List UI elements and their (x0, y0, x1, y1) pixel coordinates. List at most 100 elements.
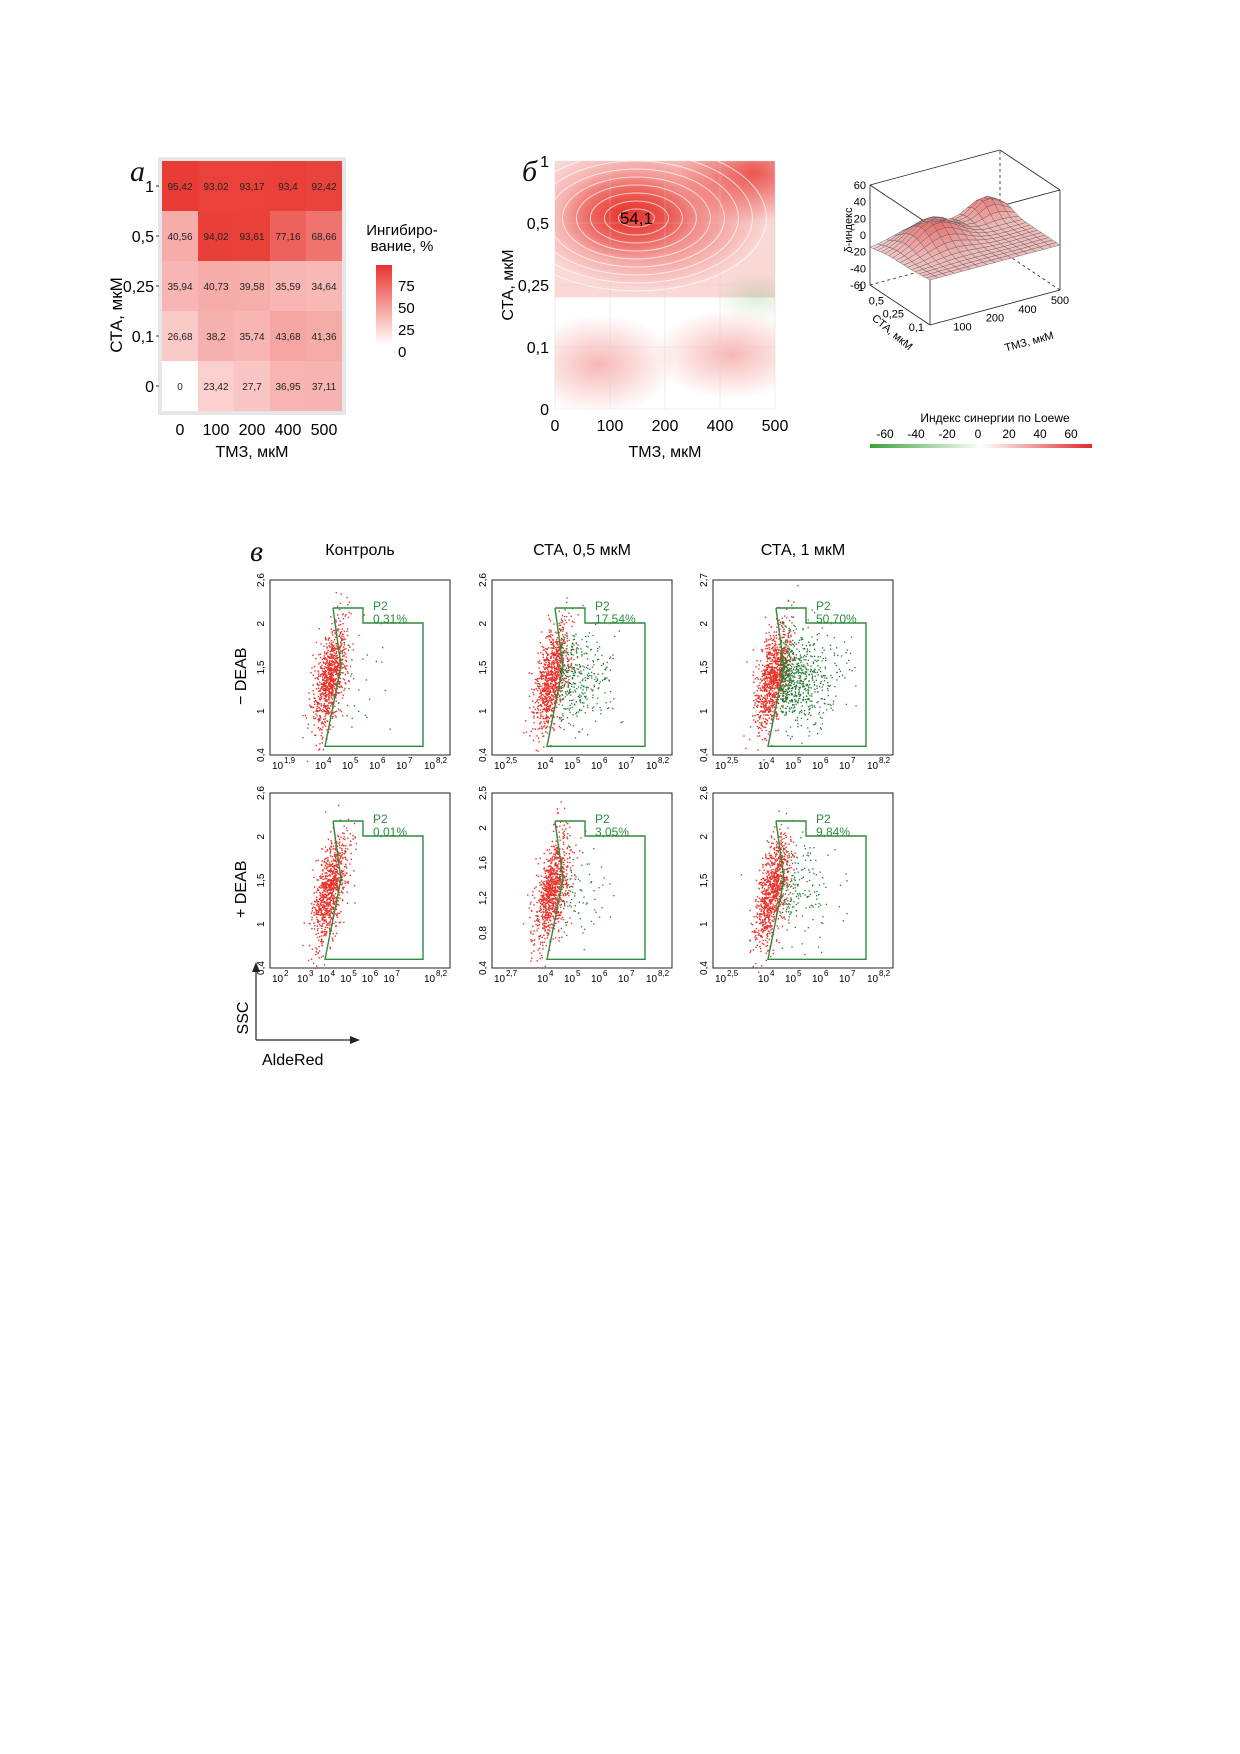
gated-event-dot (814, 659, 816, 662)
event-dot (326, 647, 328, 649)
event-dot (764, 684, 766, 686)
event-dot (534, 728, 536, 730)
event-dot (328, 874, 330, 877)
gated-event-dot (785, 712, 787, 714)
event-dot (539, 704, 541, 707)
event-dot (554, 697, 557, 699)
event-dot (545, 709, 547, 711)
event-dot (323, 724, 326, 726)
event-dot (330, 640, 333, 642)
heatmap-cell (162, 211, 198, 261)
gated-event-dot (799, 677, 801, 680)
gated-event-dot (561, 698, 564, 701)
event-dot (546, 703, 548, 705)
event-dot (774, 662, 777, 664)
synergy-legend-title: Индекс синергии по Loewe (920, 411, 1070, 425)
event-dot (332, 870, 334, 873)
event-dot (765, 739, 768, 741)
event-dot (785, 661, 788, 663)
gated-event-dot (784, 697, 786, 699)
event-dot (316, 677, 318, 679)
event-dot (335, 662, 337, 664)
gated-event-dot (787, 659, 789, 662)
event-dot (772, 649, 775, 651)
event-dot (779, 646, 781, 648)
event-dot (325, 684, 327, 686)
event-dot (773, 661, 776, 663)
event-dot (762, 704, 764, 706)
event-dot (559, 727, 562, 729)
event-dot (775, 649, 778, 652)
event-dot (773, 681, 775, 683)
event-dot (764, 665, 766, 668)
gated-event-dot (791, 650, 793, 652)
event-dot (333, 711, 335, 714)
gated-event-dot (813, 724, 815, 726)
event-dot (553, 623, 555, 625)
gated-event-dot (562, 651, 565, 653)
gated-event-dot (795, 700, 797, 702)
event-dot (551, 662, 553, 664)
event-dot (547, 693, 550, 695)
gated-event-dot (833, 652, 835, 654)
event-dot (319, 719, 321, 721)
event-dot (753, 700, 755, 702)
event-dot (776, 682, 779, 684)
gated-event-dot (581, 638, 583, 641)
event-dot (773, 702, 776, 704)
event-dot (325, 888, 327, 890)
event-dot (334, 852, 336, 854)
event-dot (552, 644, 554, 646)
event-dot (782, 679, 784, 681)
gated-event-dot (791, 681, 793, 683)
event-dot (786, 693, 788, 695)
event-dot (340, 643, 342, 645)
event-dot (337, 648, 339, 650)
event-dot (329, 850, 332, 853)
event-dot (321, 938, 323, 940)
gated-event-dot (802, 669, 804, 671)
event-dot (320, 887, 322, 889)
event-dot (763, 688, 765, 690)
event-dot (548, 635, 550, 637)
event-dot (331, 692, 333, 695)
event-dot (779, 660, 782, 662)
gated-event-dot (783, 687, 785, 689)
event-dot (324, 677, 326, 679)
event-dot (325, 653, 328, 655)
event-dot (342, 715, 344, 717)
event-dot (330, 882, 333, 884)
event-dot (343, 844, 345, 847)
event-dot (331, 917, 333, 919)
event-dot (331, 646, 334, 648)
event-dot (339, 709, 341, 711)
x-tick-label: 100 (597, 418, 624, 435)
event-dot (771, 667, 773, 669)
gated-event-dot (583, 669, 585, 671)
event-dot (547, 696, 550, 698)
y-tick-label: 0,4 (478, 748, 489, 762)
gated-event-dot (822, 684, 824, 686)
event-dot (546, 659, 548, 661)
event-dot (550, 673, 552, 675)
event-dot (333, 662, 336, 664)
event-dot (545, 705, 547, 707)
event-dot (757, 678, 759, 681)
gated-event-dot (567, 707, 569, 710)
event-dot (318, 684, 320, 686)
event-dot (770, 698, 772, 701)
event-dot (343, 642, 345, 644)
event-dot (320, 735, 322, 737)
event-dot (773, 636, 776, 638)
x-tick-base: 10 (618, 761, 630, 772)
event-dot (558, 645, 560, 648)
contour-line (589, 192, 683, 244)
event-dot (327, 637, 330, 640)
event-dot (790, 616, 793, 618)
gated-event-dot (575, 701, 577, 703)
gated-event-dot (827, 694, 829, 697)
event-dot (326, 729, 328, 731)
event-dot (780, 650, 782, 652)
gated-event-dot (601, 679, 604, 681)
gated-event-dot (783, 686, 785, 688)
